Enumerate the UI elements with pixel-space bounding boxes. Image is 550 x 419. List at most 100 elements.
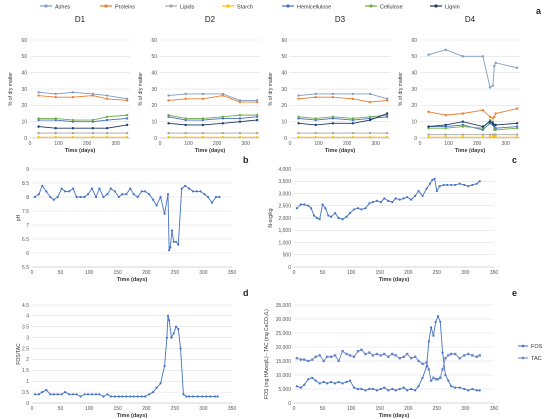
data-point (417, 385, 420, 388)
data-point (295, 357, 299, 360)
data-point (221, 131, 225, 135)
data-point (238, 120, 242, 123)
x-tick-label: 200 (142, 270, 151, 276)
x-tick-label: 350 (490, 406, 499, 412)
data-point (79, 195, 82, 199)
data-point (475, 389, 478, 392)
x-tick-label: 300 (502, 141, 511, 147)
data-point (56, 393, 59, 396)
data-point (425, 187, 428, 190)
data-point (238, 100, 242, 104)
data-point (458, 357, 461, 360)
data-point (471, 354, 474, 357)
data-point (54, 135, 57, 139)
data-point (33, 195, 36, 199)
data-point (129, 187, 132, 190)
panel-letter: e (512, 288, 517, 298)
data-point (255, 113, 259, 117)
panel-letter: c (512, 155, 517, 165)
y-tick-label: 0 (154, 136, 157, 142)
data-point (91, 94, 95, 97)
data-point (83, 393, 86, 396)
y-tick-label: 60 (411, 38, 417, 44)
data-point (406, 196, 409, 199)
legend-marker (369, 4, 373, 8)
y-tick-label: 20,000 (276, 345, 292, 351)
data-point (368, 387, 371, 391)
data-point (184, 117, 187, 120)
data-point (491, 117, 495, 120)
panel-title: D3 (335, 15, 346, 24)
data-point (314, 95, 317, 99)
y-tick-label: 30,000 (276, 317, 292, 323)
x-axis-label: Time (days) (325, 148, 356, 154)
y-tick-label: 60 (151, 38, 157, 44)
series-starch (167, 135, 259, 139)
x-tick-label: 100 (85, 406, 94, 412)
y-tick-label: 6.5 (22, 237, 29, 243)
data-point (221, 115, 225, 118)
data-point (45, 190, 48, 193)
data-point (169, 246, 172, 249)
data-point (60, 393, 63, 396)
x-tick-label: 50 (58, 406, 64, 412)
y-tick-label: 2.5 (22, 346, 29, 352)
data-point (167, 122, 170, 125)
data-point (444, 123, 447, 127)
x-tick-label: 100 (347, 406, 356, 412)
data-point (209, 395, 212, 398)
y-tick-label: 5,000 (278, 387, 291, 393)
data-point (121, 193, 124, 196)
x-tick-label: 150 (376, 406, 385, 412)
data-point (185, 395, 188, 398)
data-point (368, 118, 372, 122)
y-tick-label: 20 (411, 103, 417, 109)
series-line (298, 93, 388, 100)
x-axis-label: Time (days) (455, 148, 486, 154)
data-point (168, 249, 171, 252)
data-point (383, 352, 386, 356)
data-point (364, 207, 367, 210)
legend-entry: Cellulose (365, 4, 403, 11)
data-point (458, 182, 461, 185)
data-point (37, 193, 40, 196)
data-point (315, 216, 318, 220)
data-point (368, 135, 372, 139)
data-point (221, 122, 225, 125)
x-axis-label: Time (days) (379, 277, 410, 283)
x-tick-label: 0 (29, 141, 32, 147)
data-point (105, 94, 109, 97)
data-point (467, 352, 470, 356)
y-tick-label: 1,500 (278, 228, 291, 234)
data-point (206, 195, 210, 199)
data-point (351, 117, 355, 120)
data-point (379, 354, 383, 357)
data-point (201, 135, 205, 139)
data-point (218, 195, 221, 199)
data-point (368, 92, 372, 96)
series-lipids (37, 131, 129, 135)
data-point (168, 319, 171, 322)
data-point (413, 355, 417, 358)
legend-entry: FOS (518, 344, 543, 350)
data-point (352, 355, 356, 358)
series-line (38, 91, 128, 100)
x-tick-label: 0 (159, 141, 162, 147)
data-point (351, 97, 355, 101)
data-point (454, 386, 457, 389)
y-tick-label: 1.5 (22, 368, 29, 374)
y-tick-label: 50 (21, 54, 27, 60)
data-point (351, 122, 355, 125)
data-point (109, 187, 112, 190)
x-tick-label: 250 (171, 270, 180, 276)
data-point (425, 361, 428, 364)
data-point (430, 326, 433, 329)
data-point (170, 336, 173, 339)
data-point (391, 200, 394, 204)
y-axis-label: FOS (mg HAceq/L) - TAC (mg CaCO₃/L) (264, 309, 270, 399)
data-point (297, 131, 300, 135)
data-point (192, 190, 195, 193)
data-point (429, 379, 433, 382)
y-tick-label: 10 (281, 119, 287, 125)
